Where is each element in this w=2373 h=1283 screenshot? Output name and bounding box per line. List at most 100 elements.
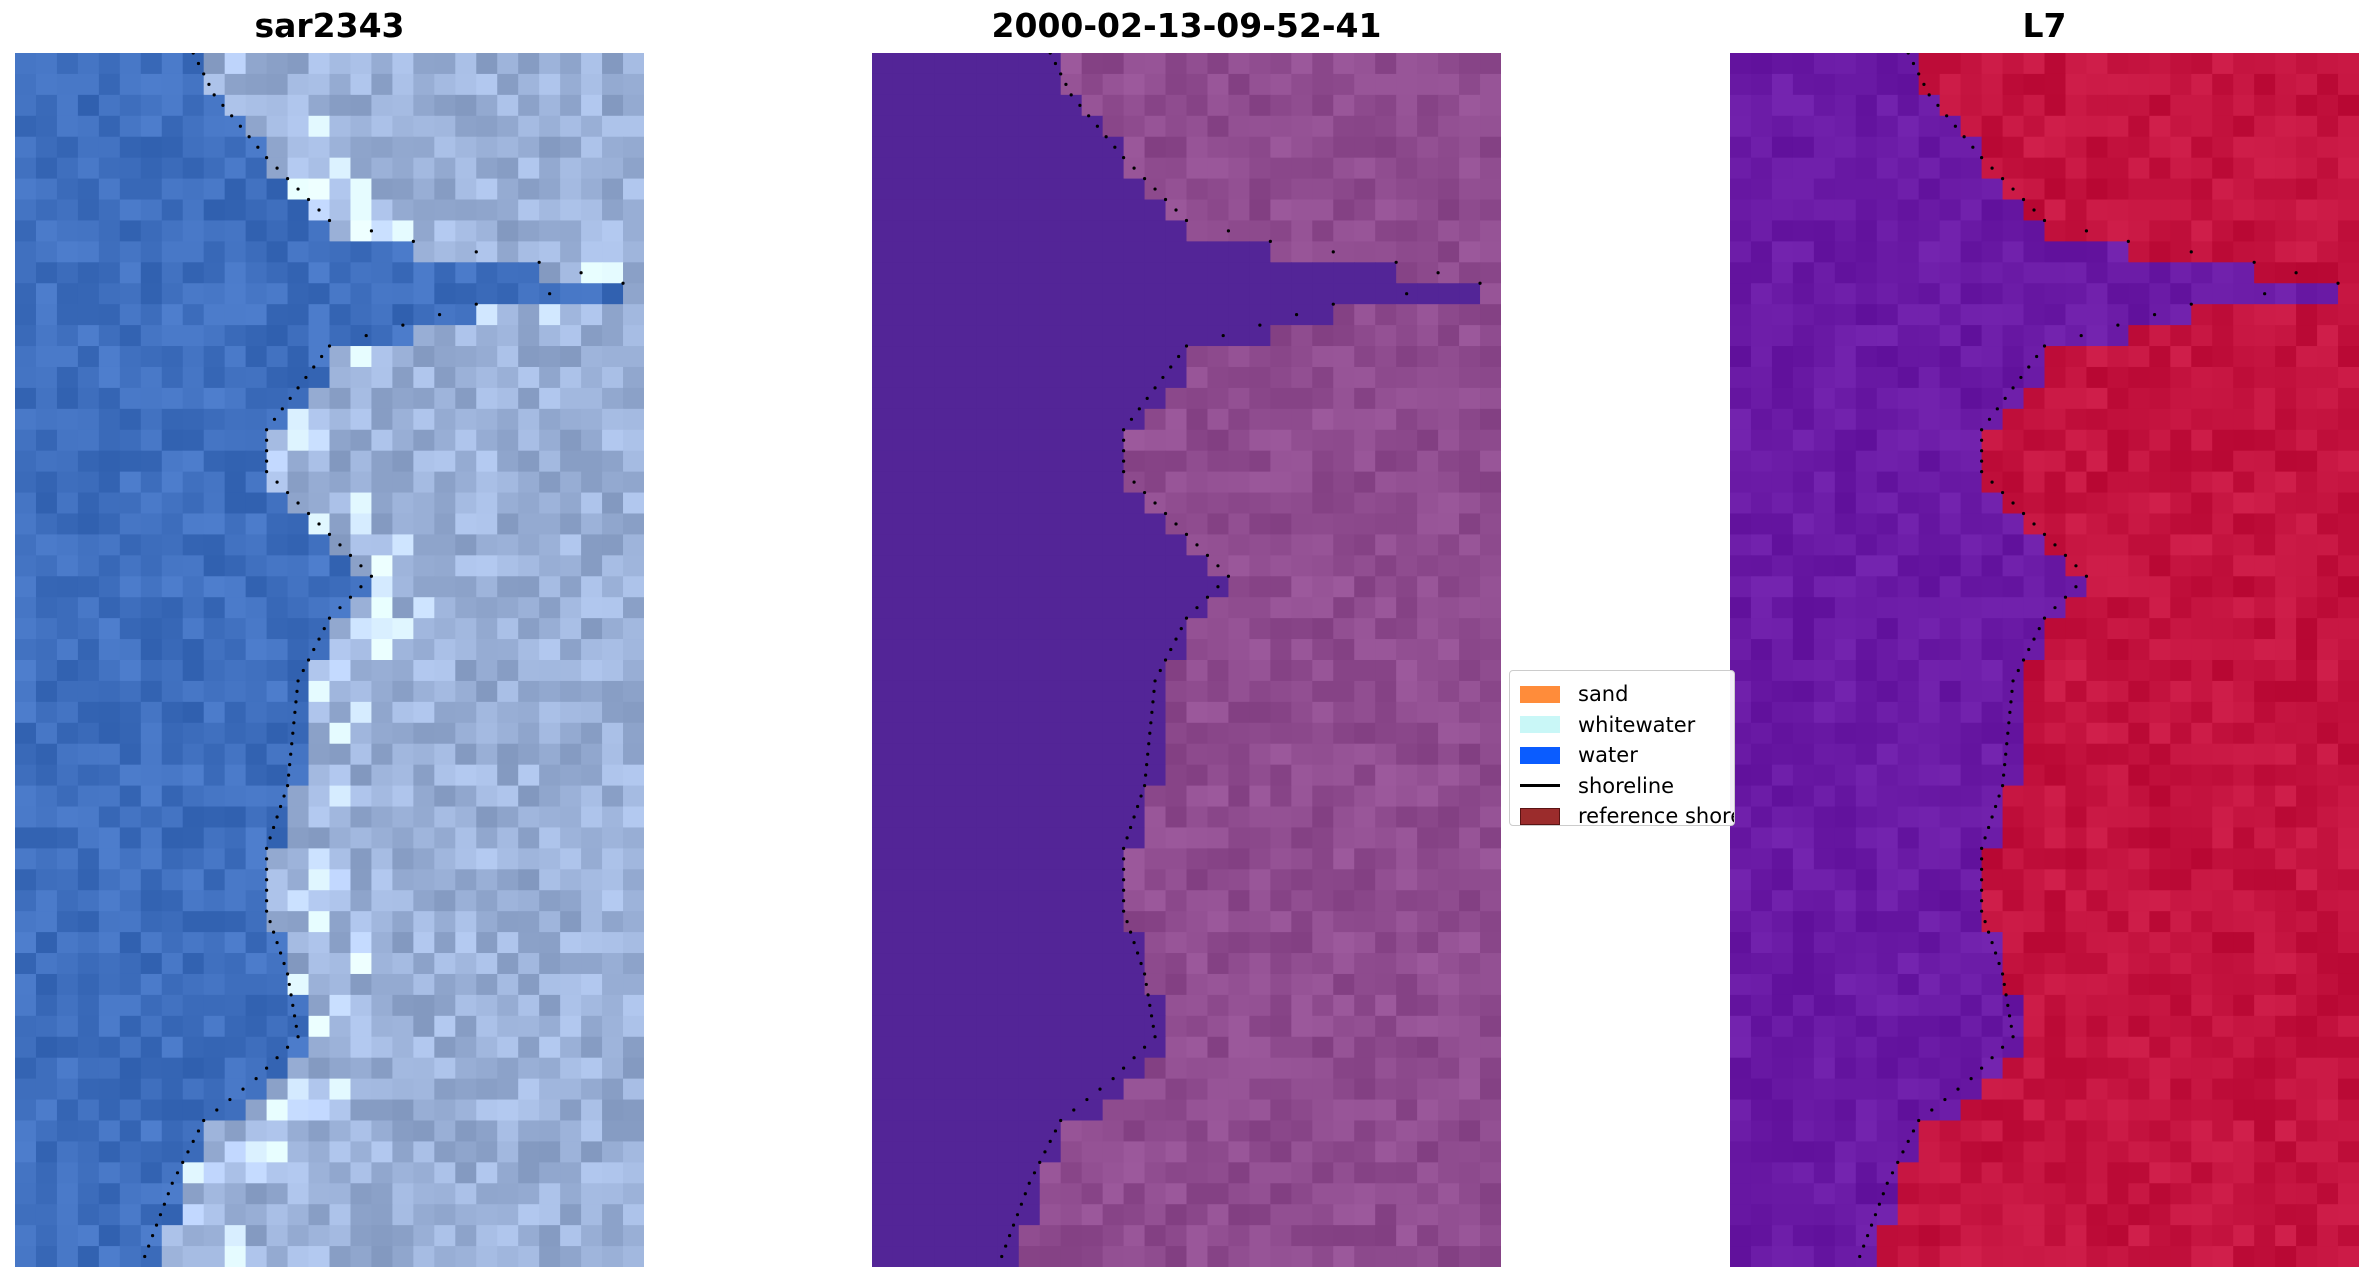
pixel-cell	[1960, 325, 1983, 347]
pixel-cell	[392, 1015, 414, 1038]
pixel-cell	[1981, 136, 2004, 159]
pixel-cell	[1144, 283, 1167, 305]
pixel-cell	[1354, 429, 1376, 452]
pixel-cell	[581, 932, 603, 954]
pixel-cell	[413, 387, 435, 410]
pixel-cell	[1918, 764, 1941, 787]
pixel-cell	[1750, 806, 1773, 829]
pixel-cell	[1375, 429, 1397, 452]
pixel-cell	[1876, 366, 1899, 389]
pixel-cell	[350, 597, 373, 619]
pixel-cell	[1981, 701, 2004, 724]
pixel-cell	[518, 911, 540, 933]
pixel-cell	[1123, 283, 1146, 305]
pixel-cell	[56, 534, 79, 556]
pixel-cell	[2233, 136, 2255, 159]
shoreline-dot	[265, 867, 269, 871]
pixel-cell	[224, 241, 247, 263]
pixel-cell	[350, 178, 373, 201]
shoreline-dot	[1478, 281, 1482, 285]
pixel-cell	[1270, 220, 1292, 242]
pixel-cell	[1312, 827, 1334, 849]
pixel-cell	[1081, 555, 1104, 577]
pixel-cell	[560, 1057, 582, 1080]
pixel-cell	[161, 848, 184, 870]
pixel-cell	[245, 722, 268, 745]
pixel-cell	[1270, 1099, 1292, 1122]
shoreline-dot	[202, 72, 206, 76]
pixel-cell	[2233, 597, 2255, 619]
pixel-cell	[560, 743, 582, 766]
pixel-cell	[77, 806, 100, 829]
pixel-cell	[1459, 701, 1481, 724]
shoreline-dot	[1163, 197, 1168, 202]
pixel-cell	[266, 1120, 289, 1143]
pixel-cell	[371, 932, 393, 954]
pixel-cell	[1291, 241, 1313, 263]
pixel-cell	[1438, 932, 1460, 954]
shoreline-dot	[1122, 438, 1126, 442]
pixel-cell	[581, 94, 603, 117]
pixel-cell	[997, 911, 1020, 933]
pixel-cell	[497, 1099, 519, 1122]
pixel-cell	[976, 304, 999, 326]
pixel-cell	[1081, 618, 1104, 640]
pixel-cell	[140, 199, 163, 222]
pixel-cell	[308, 911, 331, 933]
pixel-cell	[934, 53, 957, 75]
pixel-cell	[329, 1141, 352, 1163]
pixel-cell	[1039, 618, 1062, 640]
pixel-cell	[518, 1057, 540, 1080]
pixel-cell	[245, 1204, 268, 1226]
pixel-cell	[2338, 325, 2359, 347]
pixel-cell	[119, 1204, 142, 1226]
pixel-cell	[1102, 618, 1125, 640]
pixel-cell	[245, 1057, 268, 1080]
pixel-cell	[1270, 618, 1292, 640]
pixel-cell	[2170, 53, 2192, 75]
pixel-cell	[1123, 680, 1146, 703]
pixel-cell	[329, 932, 352, 954]
pixel-cell	[1102, 262, 1125, 284]
pixel-cell	[77, 911, 100, 933]
pixel-cell	[997, 262, 1020, 284]
pixel-cell	[98, 973, 121, 996]
pixel-cell	[1480, 241, 1501, 263]
pixel-cell	[2170, 513, 2192, 536]
pixel-cell	[2191, 325, 2213, 347]
pixel-cell	[2086, 94, 2108, 117]
pixel-cell	[1270, 199, 1292, 222]
pixel-cell	[266, 283, 289, 305]
pixel-cell	[35, 1057, 58, 1080]
pixel-cell	[1918, 220, 1941, 242]
pixel-cell	[602, 429, 624, 452]
pixel-cell	[350, 1078, 373, 1101]
pixel-cell	[1375, 304, 1397, 326]
pixel-cell	[2275, 722, 2297, 745]
pixel-cell	[2107, 304, 2129, 326]
pixel-cell	[1081, 1099, 1104, 1122]
pixel-cell	[1834, 764, 1857, 787]
shoreline-dot	[1153, 1035, 1157, 1039]
pixel-cell	[287, 1099, 310, 1122]
pixel-cell	[955, 806, 978, 829]
pixel-cell	[2170, 94, 2192, 117]
pixel-cell	[2044, 492, 2067, 515]
pixel-cell	[1771, 513, 1794, 536]
pixel-cell	[2002, 848, 2025, 870]
pixel-cell	[1438, 1057, 1460, 1080]
pixel-cell	[1333, 890, 1355, 912]
pixel-cell	[77, 576, 100, 598]
pixel-cell	[560, 764, 582, 787]
pixel-cell	[997, 1141, 1020, 1163]
pixel-cell	[98, 115, 121, 138]
pixel-cell	[1039, 94, 1062, 117]
pixel-cell	[413, 450, 435, 473]
shoreline-dot	[1122, 470, 1126, 474]
pixel-cell	[1375, 450, 1397, 473]
pixel-cell	[1834, 304, 1857, 326]
pixel-cell	[56, 555, 79, 577]
pixel-cell	[2149, 722, 2171, 745]
pixel-cell	[15, 115, 37, 138]
shoreline-dot	[1258, 323, 1262, 327]
